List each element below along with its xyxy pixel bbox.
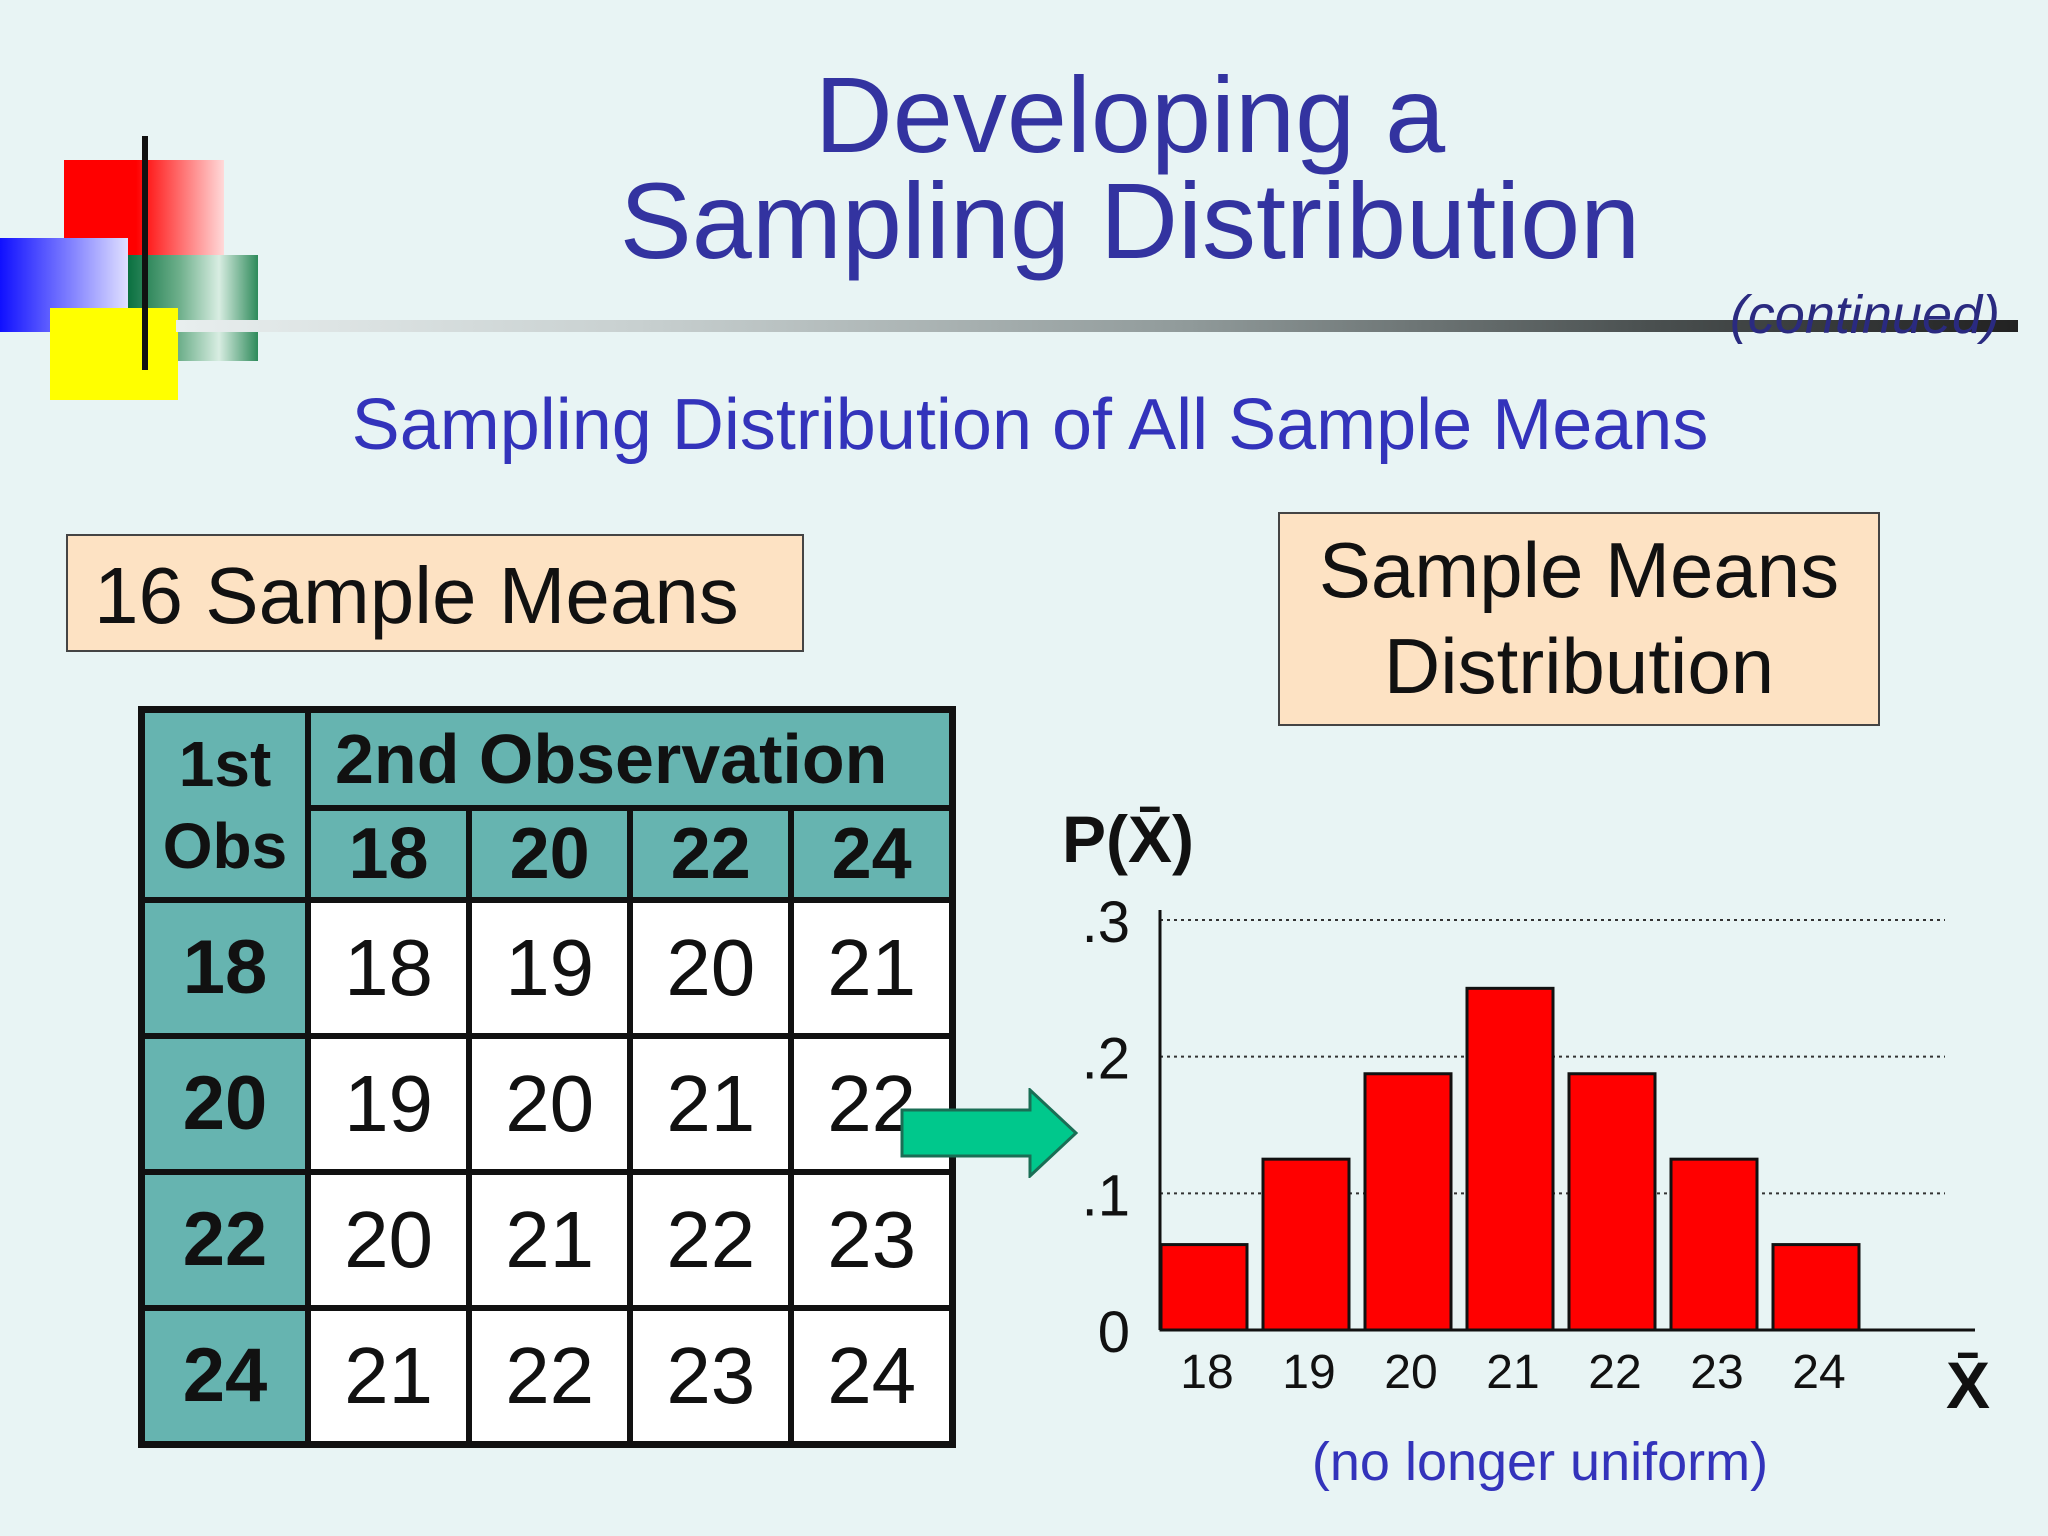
y-tick-label: .2 <box>1082 1027 1130 1092</box>
x-tick-label: 22 <box>1588 1346 1641 1399</box>
y-tick-label: 0 <box>1098 1300 1130 1365</box>
bar-21 <box>1465 986 1555 1332</box>
right-arrow-icon <box>900 1088 1079 1178</box>
table-cell: 22 <box>466 1304 634 1448</box>
table-cell: 23 <box>788 1168 956 1311</box>
x-tick-label: 24 <box>1792 1346 1845 1399</box>
x-tick-label: 21 <box>1486 1346 1539 1399</box>
row-header: 22 <box>138 1168 311 1311</box>
continued-label: (continued) <box>1729 285 2000 345</box>
first-obs-header-line-1: 1st <box>178 727 272 800</box>
title-rule <box>176 320 2018 332</box>
x-tick-label: 23 <box>1690 1346 1743 1399</box>
sample-means-count-label: 16 Sample Means <box>94 551 739 640</box>
column-header: 24 <box>788 804 956 903</box>
distribution-box: Sample Means Distribution <box>1278 512 1880 726</box>
sample-means-distribution-chart: 0 .1 .2 .3 18 19 20 21 22 23 24 P(X̄) X̄ (no longe… <box>1062 802 1990 1492</box>
bar-22 <box>1567 1072 1657 1332</box>
bar-24 <box>1771 1243 1861 1332</box>
bar-20 <box>1363 1072 1453 1332</box>
slide-title: Developing a Sampling Distribution <box>560 54 1700 281</box>
x-tick-label: 18 <box>1180 1346 1233 1399</box>
table-row: 22 20 21 22 23 <box>138 1168 956 1311</box>
bar-19 <box>1261 1157 1351 1332</box>
x-tick-label: 19 <box>1282 1346 1335 1399</box>
slide-subtitle: Sampling Distribution of All Sample Mean… <box>351 385 1709 465</box>
table-row: 20 19 20 21 22 <box>138 1032 956 1175</box>
table-cell: 21 <box>304 1304 473 1448</box>
table-cell: 21 <box>788 896 956 1039</box>
column-header: 18 <box>304 804 473 903</box>
row-header: 20 <box>138 1032 311 1175</box>
table-cell: 22 <box>627 1168 795 1311</box>
table-row: 24 21 22 23 24 <box>138 1304 956 1448</box>
chart-note: (no longer uniform) <box>1312 1432 1768 1492</box>
distribution-box-line-1: Sample Means <box>1318 526 1840 614</box>
first-obs-header: 1st Obs <box>138 706 311 903</box>
row-header: 24 <box>138 1304 311 1448</box>
table-cell: 20 <box>627 896 795 1039</box>
chart-bars <box>1159 986 1861 1332</box>
column-header: 22 <box>627 804 795 903</box>
sample-means-table: 1st Obs 2nd Observation 18 20 22 24 18 1… <box>138 706 956 1448</box>
y-tick-label: .3 <box>1082 890 1130 955</box>
table-cell: 18 <box>304 896 473 1039</box>
table-cell: 20 <box>304 1168 473 1311</box>
title-line-1: Developing a <box>814 54 1446 175</box>
table-cell: 19 <box>304 1032 473 1175</box>
first-obs-header-line-2: Obs <box>162 809 288 882</box>
row-header: 18 <box>138 896 311 1039</box>
chart-labels: 0 .1 .2 .3 18 19 20 21 22 23 24 <box>1082 890 1846 1399</box>
y-axis-title: P(X̄) <box>1062 802 1194 876</box>
title-line-2: Sampling Distribution <box>619 160 1641 281</box>
x-tick-label: 20 <box>1384 1346 1437 1399</box>
x-axis-title: X̄ <box>1946 1348 1990 1422</box>
table-cell: 21 <box>627 1032 795 1175</box>
second-obs-header: 2nd Observation <box>305 706 956 811</box>
bar-23 <box>1669 1157 1759 1332</box>
table-cell: 21 <box>466 1168 634 1311</box>
y-tick-label: .1 <box>1082 1163 1130 1228</box>
table-row: 18 18 19 20 21 <box>138 896 956 1039</box>
table-cell: 23 <box>627 1304 795 1448</box>
table-cell: 24 <box>788 1304 956 1448</box>
table-cell: 20 <box>466 1032 634 1175</box>
table-cell: 19 <box>466 896 634 1039</box>
chart-axes <box>1158 910 1975 1332</box>
column-header: 20 <box>466 804 634 903</box>
decorative-yellow-square <box>50 308 178 400</box>
decorative-vertical-line <box>142 136 148 370</box>
distribution-box-line-2: Distribution <box>1383 622 1775 710</box>
sample-means-count-box: 16 Sample Means <box>66 534 804 652</box>
bar-18 <box>1159 1243 1249 1332</box>
